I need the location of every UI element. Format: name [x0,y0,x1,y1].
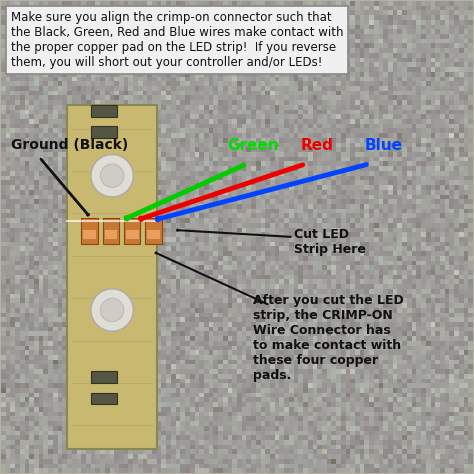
Text: Red: Red [301,137,334,153]
Bar [126,230,138,239]
Bar [103,218,119,244]
Circle shape [100,164,124,187]
Text: Green: Green [228,137,279,153]
Circle shape [100,298,124,322]
Text: Make sure you align the crimp-on connector such that
the Black, Green, Red and B: Make sure you align the crimp-on connect… [11,11,343,69]
Bar [105,230,117,239]
Text: Cut LED
Strip Here: Cut LED Strip Here [293,228,365,255]
Circle shape [91,155,133,197]
Bar [91,371,117,383]
Text: After you cut the LED
strip, the CRIMP-ON
Wire Connector has
to make contact wit: After you cut the LED strip, the CRIMP-O… [254,293,404,382]
Bar [91,126,117,138]
Bar [91,105,117,117]
Bar [91,392,117,404]
Bar [145,218,162,244]
Bar [124,218,140,244]
Bar [67,105,157,449]
Bar [83,230,96,239]
Bar [82,218,98,244]
Text: Ground (Black): Ground (Black) [11,138,128,152]
Circle shape [91,289,133,331]
Bar [147,230,160,239]
Text: Blue: Blue [364,137,402,153]
